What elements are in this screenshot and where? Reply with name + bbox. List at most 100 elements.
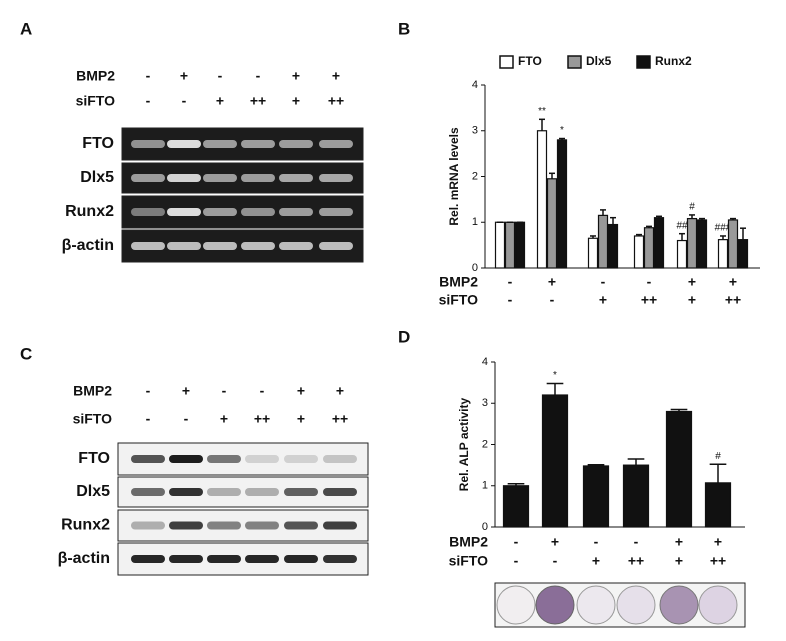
condition-sign: +: [551, 534, 559, 550]
condition-sign: -: [218, 68, 223, 84]
condition-sign: +: [182, 383, 190, 399]
condition-sign: -: [146, 68, 151, 84]
condition-sign: ++: [254, 411, 270, 427]
band: [131, 242, 165, 250]
blot-label: Dlx5: [80, 169, 114, 186]
condition-sign: ++: [710, 553, 726, 569]
condition-sign: -: [260, 383, 265, 399]
condition-sign: ++: [628, 553, 644, 569]
legend-swatch: [567, 55, 582, 69]
band: [203, 174, 237, 182]
band: [319, 174, 353, 182]
legend-swatch: [636, 55, 651, 69]
band: [279, 174, 313, 182]
bar: [582, 465, 610, 528]
band: [279, 242, 313, 250]
bar: [546, 178, 558, 269]
significance-mark: ##: [676, 220, 688, 231]
band: [131, 488, 165, 496]
band: [203, 242, 237, 250]
y-tick-label: 2: [472, 170, 478, 182]
blot-label: FTO: [82, 135, 114, 152]
band: [284, 521, 318, 530]
condition-sign: -: [222, 383, 227, 399]
panel-label: A: [20, 19, 32, 38]
band: [245, 455, 279, 463]
band: [169, 455, 203, 463]
y-tick-label: 0: [472, 262, 478, 274]
band: [167, 242, 201, 250]
band: [203, 140, 237, 148]
band: [241, 242, 275, 250]
band: [131, 208, 165, 216]
band: [167, 140, 201, 148]
band: [207, 488, 241, 496]
band: [203, 208, 237, 216]
bar: [502, 485, 530, 528]
condition-sign: -: [508, 292, 513, 308]
condition-label: BMP2: [76, 68, 115, 84]
condition-sign: ++: [250, 93, 266, 109]
y-tick-label: 1: [482, 480, 488, 492]
band: [169, 488, 203, 496]
band: [245, 488, 279, 496]
y-tick-label: 1: [472, 216, 478, 228]
band: [131, 174, 165, 182]
bar: [597, 214, 609, 269]
bar: [676, 239, 688, 269]
condition-sign: -: [634, 534, 639, 550]
band: [241, 174, 275, 182]
significance-mark: #: [689, 202, 695, 213]
band: [245, 521, 279, 530]
y-tick-label: 2: [482, 438, 488, 450]
condition-sign: -: [594, 534, 599, 550]
bar: [704, 482, 732, 528]
bar: [514, 221, 526, 269]
condition-label: siFTO: [439, 292, 479, 308]
blot-label: Dlx5: [76, 483, 110, 500]
condition-label: BMP2: [439, 274, 478, 290]
bar: [665, 410, 693, 528]
bar: [633, 235, 645, 269]
condition-sign: ++: [328, 93, 344, 109]
bar: [653, 217, 665, 269]
condition-sign: -: [146, 383, 151, 399]
condition-sign: -: [508, 274, 513, 290]
condition-sign: -: [514, 534, 519, 550]
bar: [696, 219, 708, 269]
bar: [556, 139, 568, 269]
well: [535, 585, 575, 625]
alp-plate: [494, 582, 746, 628]
bar: [494, 221, 506, 269]
well: [496, 585, 536, 625]
condition-sign: +: [592, 553, 600, 569]
blot-label: Runx2: [65, 203, 114, 220]
band: [207, 521, 241, 530]
bar: [686, 217, 698, 269]
legend-swatch: [499, 55, 514, 69]
condition-sign: -: [601, 274, 606, 290]
band: [207, 455, 241, 463]
condition-sign: +: [292, 68, 300, 84]
condition-sign: ++: [332, 411, 348, 427]
band: [167, 208, 201, 216]
condition-sign: +: [216, 93, 224, 109]
condition-sign: +: [292, 93, 300, 109]
blot-label: Runx2: [61, 517, 110, 534]
well: [698, 585, 738, 625]
blot-label: FTO: [78, 450, 110, 467]
bar: [727, 219, 739, 269]
bar: [737, 239, 749, 269]
well: [616, 585, 656, 625]
band: [279, 208, 313, 216]
condition-sign: -: [146, 93, 151, 109]
y-axis-label: Rel. mRNA levels: [447, 127, 461, 226]
legend-label: FTO: [518, 54, 542, 68]
band: [131, 455, 165, 463]
band: [319, 208, 353, 216]
condition-sign: -: [514, 553, 519, 569]
condition-sign: +: [688, 274, 696, 290]
band: [323, 488, 357, 496]
band: [169, 521, 203, 530]
condition-sign: -: [182, 93, 187, 109]
